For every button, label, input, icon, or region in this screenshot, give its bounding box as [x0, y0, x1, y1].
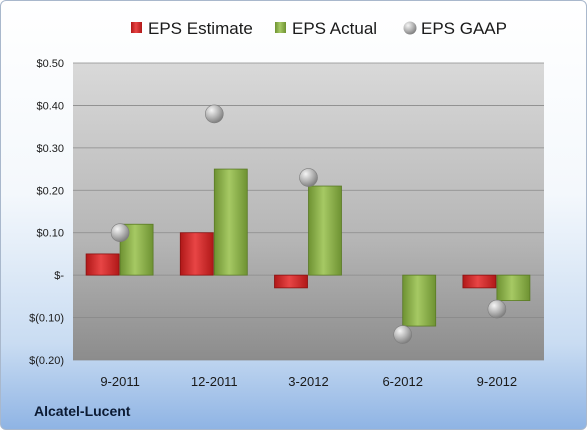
y-tick-label: $(0.20) — [29, 355, 64, 367]
legend-swatch-eps-gaap — [403, 21, 417, 35]
y-tick-label: $0.30 — [36, 143, 64, 155]
bar-eps-estimate-9-2011 — [85, 253, 120, 276]
data-marks — [85, 104, 531, 344]
marker-eps-gaap-12-2011 — [205, 104, 224, 124]
bar-eps-estimate-12-2011 — [179, 232, 214, 276]
bar-eps-actual-3-2012 — [308, 185, 342, 276]
marker-eps-gaap-3-2012 — [299, 168, 318, 187]
y-tick-label: $0.50 — [36, 58, 64, 70]
bar-eps-actual-12-2011 — [213, 168, 248, 276]
y-tick-label: $0.40 — [36, 100, 64, 112]
bar-eps-estimate-3-2012 — [274, 274, 308, 289]
bar-eps-estimate-9-2012 — [462, 274, 497, 289]
x-category-label: 6-2012 — [382, 374, 422, 389]
bar-eps-actual-9-2012 — [496, 274, 531, 301]
x-category-label: 9-2011 — [100, 374, 140, 389]
y-tick-label: $0.10 — [36, 228, 64, 240]
x-category-label: 12-2011 — [191, 374, 238, 389]
y-axis-ticks: $0.50 $0.40 $0.30 $0.20 $0.10 $- $(0.10) $(0.20… — [29, 58, 64, 367]
legend-label-eps-gaap: EPS GAAP — [421, 19, 507, 38]
y-tick-label: $- — [54, 270, 64, 282]
y-tick-label: $(0.10) — [29, 313, 64, 325]
legend-label-eps-estimate: EPS Estimate — [148, 19, 253, 38]
chart-legend: EPS Estimate EPS Actual EPS GAAP — [131, 19, 507, 38]
legend-swatch-eps-estimate — [131, 22, 142, 33]
y-tick-label: $0.20 — [36, 185, 64, 197]
bar-eps-actual-9-2011 — [119, 223, 154, 276]
company-name: Alcatel-Lucent — [34, 403, 131, 419]
x-category-label: 3-2012 — [288, 374, 328, 389]
bar-eps-actual-6-2012 — [402, 274, 437, 327]
marker-eps-gaap-9-2011 — [110, 223, 130, 243]
x-axis-categories: 9-2011 12-2011 3-2012 6-2012 9-2012 — [100, 374, 517, 389]
marker-eps-gaap-9-2012 — [487, 299, 507, 319]
x-category-label: 9-2012 — [477, 374, 517, 389]
legend-swatch-eps-actual — [275, 22, 286, 33]
marker-eps-gaap-6-2012 — [393, 325, 413, 344]
legend-label-eps-actual: EPS Actual — [292, 19, 377, 38]
